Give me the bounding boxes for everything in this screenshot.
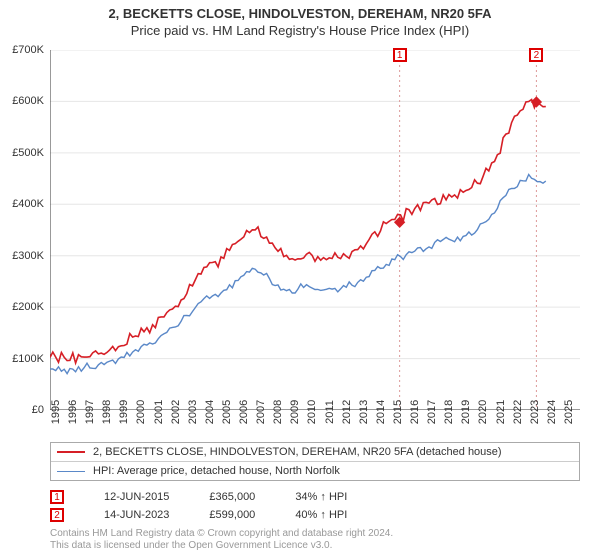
x-tick-label: 1996: [67, 400, 79, 424]
marker-legend-row: 2 14-JUN-2023 £599,000 40% ↑ HPI: [50, 506, 580, 524]
footnote-line-2: This data is licensed under the Open Gov…: [50, 540, 580, 552]
chart-subtitle: Price paid vs. HM Land Registry's House …: [0, 21, 600, 42]
x-tick-label: 2025: [563, 400, 575, 424]
marker-callout: 2: [529, 48, 543, 62]
legend-label: 2, BECKETTS CLOSE, HINDOLVESTON, DEREHAM…: [93, 446, 502, 458]
x-tick-label: 2019: [460, 400, 472, 424]
x-tick-label: 2017: [426, 400, 438, 424]
marker-pct: 34% ↑ HPI: [295, 491, 347, 503]
legend-row: HPI: Average price, detached house, Nort…: [51, 462, 579, 480]
x-tick-label: 2009: [289, 400, 301, 424]
y-tick-label: £600K: [12, 95, 44, 107]
x-tick-label: 2014: [375, 400, 387, 424]
markers-legend: 1 12-JUN-2015 £365,000 34% ↑ HPI 2 14-JUN-202…: [50, 488, 580, 524]
marker-callout: 1: [393, 48, 407, 62]
x-tick-label: 2018: [443, 400, 455, 424]
y-tick-label: £100K: [12, 353, 44, 365]
x-tick-label: 2023: [529, 400, 541, 424]
x-tick-label: 2004: [204, 400, 216, 424]
x-tick-label: 2001: [153, 400, 165, 424]
plot-svg: [50, 50, 580, 410]
x-tick-label: 2016: [409, 400, 421, 424]
legend-swatch: [57, 451, 85, 453]
x-tick-label: 2008: [272, 400, 284, 424]
y-tick-label: £300K: [12, 250, 44, 262]
x-tick-label: 2021: [495, 400, 507, 424]
x-tick-label: 2006: [238, 400, 250, 424]
x-tick-label: 2007: [255, 400, 267, 424]
x-tick-label: 2000: [135, 400, 147, 424]
marker-legend-row: 1 12-JUN-2015 £365,000 34% ↑ HPI: [50, 488, 580, 506]
footnote-line-1: Contains HM Land Registry data © Crown c…: [50, 528, 580, 540]
x-tick-label: 1998: [101, 400, 113, 424]
x-tick-label: 2012: [341, 400, 353, 424]
x-tick-label: 2003: [187, 400, 199, 424]
x-tick-label: 2022: [512, 400, 524, 424]
legend-label: HPI: Average price, detached house, Nort…: [93, 465, 340, 477]
y-tick-label: £500K: [12, 147, 44, 159]
x-tick-label: 2011: [324, 400, 336, 424]
x-tick-label: 2002: [170, 400, 182, 424]
x-tick-label: 2005: [221, 400, 233, 424]
x-tick-label: 2010: [306, 400, 318, 424]
x-tick-label: 2013: [358, 400, 370, 424]
series-line: [50, 100, 546, 364]
marker-id-box: 1: [50, 490, 64, 504]
marker-date: 12-JUN-2015: [104, 491, 169, 503]
chart-area: £0£100K£200K£300K£400K£500K£600K£700K199…: [50, 50, 580, 410]
x-tick-label: 1999: [118, 400, 130, 424]
x-tick-label: 1995: [50, 400, 62, 424]
legend-row: 2, BECKETTS CLOSE, HINDOLVESTON, DEREHAM…: [51, 443, 579, 462]
x-tick-label: 2015: [392, 400, 404, 424]
marker-price: £365,000: [209, 491, 255, 503]
y-tick-label: £0: [32, 404, 44, 416]
chart-container: 2, BECKETTS CLOSE, HINDOLVESTON, DEREHAM…: [0, 0, 600, 560]
y-tick-label: £400K: [12, 198, 44, 210]
footnote: Contains HM Land Registry data © Crown c…: [50, 528, 580, 552]
x-tick-label: 1997: [84, 400, 96, 424]
marker-pct: 40% ↑ HPI: [295, 509, 347, 521]
marker-date: 14-JUN-2023: [104, 509, 169, 521]
legend-swatch: [57, 471, 85, 472]
x-tick-label: 2024: [546, 400, 558, 424]
marker-id-box: 2: [50, 508, 64, 522]
x-tick-label: 2020: [477, 400, 489, 424]
y-tick-label: £200K: [12, 301, 44, 313]
marker-price: £599,000: [209, 509, 255, 521]
y-tick-label: £700K: [12, 44, 44, 56]
chart-title: 2, BECKETTS CLOSE, HINDOLVESTON, DEREHAM…: [0, 0, 600, 21]
legend: 2, BECKETTS CLOSE, HINDOLVESTON, DEREHAM…: [50, 442, 580, 481]
